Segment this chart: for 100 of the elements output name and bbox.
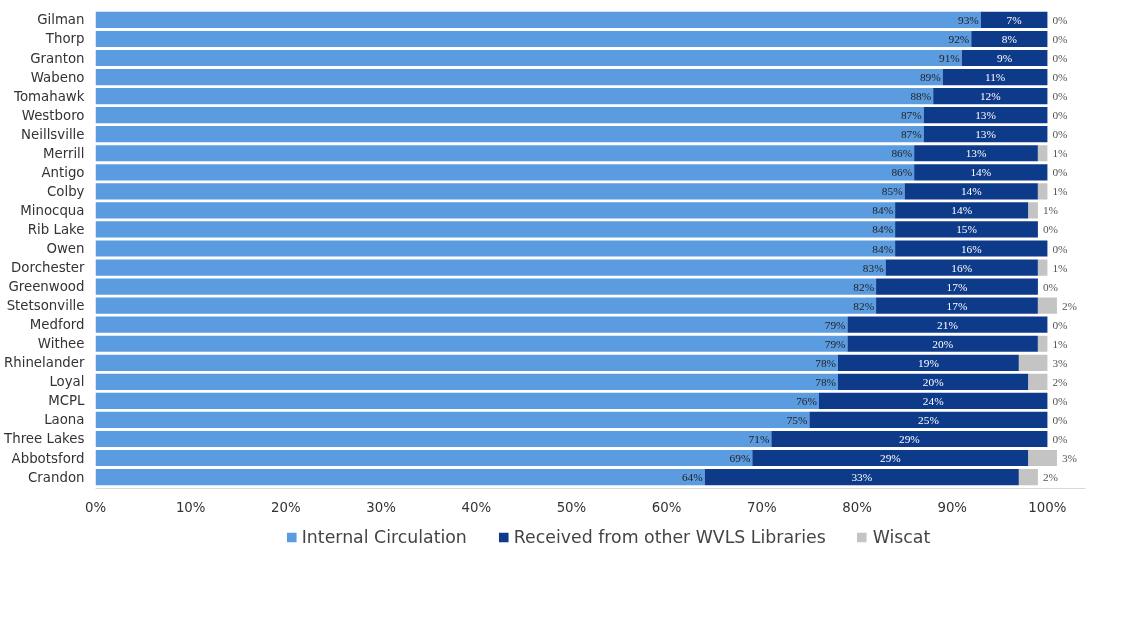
data-label: 0%: [1052, 166, 1069, 179]
x-tick-label: 80%: [842, 499, 872, 515]
data-label: 75%: [786, 413, 809, 426]
data-label: 84%: [872, 223, 894, 236]
data-label: 7%: [1006, 13, 1023, 26]
data-label: 79%: [824, 337, 847, 350]
data-label: 13%: [975, 109, 997, 122]
data-label: 1%: [1052, 261, 1069, 274]
data-label: 85%: [881, 185, 904, 198]
y-tick-label: Owen: [46, 241, 85, 256]
x-tick-label: 0%: [84, 499, 107, 515]
x-tick-label: 40%: [461, 499, 492, 515]
data-label: 78%: [815, 375, 837, 388]
data-label: 69%: [729, 452, 751, 465]
y-tick-label: Loyal: [49, 374, 85, 390]
data-label: 82%: [853, 299, 875, 312]
data-label: 0%: [1052, 318, 1069, 331]
data-label: 0%: [1052, 413, 1069, 426]
data-label: 88%: [910, 90, 932, 103]
data-label: 24%: [922, 394, 945, 407]
y-tick-label: Thorp: [44, 31, 85, 47]
data-label: 21%: [937, 318, 959, 331]
data-label: 15%: [956, 223, 978, 236]
data-label: 87%: [900, 128, 923, 141]
data-label: 0%: [1052, 128, 1069, 141]
data-label: 8%: [1001, 32, 1018, 45]
data-label: 0%: [1052, 242, 1069, 255]
data-label: 14%: [970, 166, 992, 179]
y-tick-label: Colby: [46, 183, 85, 199]
data-label: 71%: [748, 432, 770, 445]
data-label: 0%: [1052, 109, 1069, 122]
y-tick-label: Minocqua: [20, 202, 85, 218]
data-label: 1%: [1052, 337, 1069, 350]
y-tick-label: Granton: [30, 50, 85, 66]
data-label: 11%: [984, 71, 1006, 84]
data-label: 91%: [938, 52, 961, 65]
data-label: 93%: [958, 13, 980, 26]
y-tick-label: Merrill: [42, 145, 85, 161]
x-tick-label: 50%: [556, 499, 587, 515]
y-tick-label: Three Lakes: [3, 431, 85, 447]
data-label: 20%: [922, 375, 945, 388]
y-tick-label: Neillsville: [21, 126, 85, 142]
data-label: 12%: [979, 90, 1002, 103]
data-label: 0%: [1042, 223, 1059, 236]
data-label: 29%: [899, 432, 921, 445]
data-label: 16%: [951, 261, 973, 274]
data-label: 87%: [900, 109, 923, 122]
x-tick-label: 20%: [271, 499, 301, 515]
data-label: 78%: [815, 356, 837, 369]
data-label: 0%: [1052, 71, 1069, 84]
data-label: 82%: [853, 280, 875, 293]
data-label: 17%: [946, 280, 968, 293]
data-label: 2%: [1042, 471, 1059, 484]
data-label: 84%: [872, 204, 894, 217]
data-label: 3%: [1052, 356, 1069, 369]
x-tick-label: 100%: [1028, 499, 1067, 515]
data-label: 86%: [891, 166, 913, 179]
data-label: 1%: [1042, 204, 1059, 217]
y-tick-label: Wabeno: [30, 69, 85, 85]
data-label: 0%: [1052, 13, 1069, 26]
y-tick-label: Tomahawk: [13, 88, 85, 104]
data-label: 29%: [879, 452, 902, 465]
data-label: 14%: [960, 185, 983, 198]
data-label: 0%: [1052, 432, 1069, 445]
y-tick-label: Abbotsford: [11, 450, 85, 466]
y-tick-label: Greenwood: [8, 279, 85, 295]
data-label: 1%: [1052, 147, 1069, 160]
data-label: 89%: [919, 71, 942, 84]
data-label: 83%: [862, 261, 885, 274]
data-label: 1%: [1052, 185, 1069, 198]
y-tick-label: MCPL: [48, 393, 86, 409]
y-tick-label: Rhinelander: [3, 355, 86, 371]
data-label: 0%: [1052, 394, 1069, 407]
data-label: 0%: [1052, 90, 1069, 103]
x-tick-label: 70%: [747, 499, 777, 515]
data-label: 86%: [891, 147, 913, 160]
y-tick-label: Dorchester: [11, 260, 86, 276]
y-tick-label: Westboro: [21, 107, 85, 123]
data-label: 33%: [851, 471, 873, 484]
legend-label: Wiscat: [872, 527, 931, 547]
legend-label: Received from other WVLS Libraries: [513, 527, 826, 547]
data-label: 2%: [1052, 375, 1069, 388]
y-tick-label: Laona: [44, 412, 85, 428]
x-tick-label: 10%: [175, 499, 206, 515]
data-label: 13%: [975, 128, 997, 141]
data-label: 64%: [681, 471, 704, 484]
x-tick-label: 60%: [651, 499, 682, 515]
data-label: 14%: [951, 204, 973, 217]
y-tick-label: Antigo: [41, 164, 85, 180]
data-label: 17%: [946, 299, 968, 312]
data-label: 13%: [965, 147, 987, 160]
data-label: 0%: [1052, 52, 1069, 65]
data-label: 84%: [872, 242, 894, 255]
y-tick-label: Gilman: [37, 12, 85, 28]
legend-label: Internal Circulation: [301, 527, 467, 547]
data-label: 16%: [960, 242, 983, 255]
data-label: 3%: [1061, 452, 1078, 465]
y-tick-label: Rib Lake: [27, 221, 85, 237]
data-label: 19%: [918, 356, 940, 369]
data-label: 20%: [932, 337, 954, 350]
